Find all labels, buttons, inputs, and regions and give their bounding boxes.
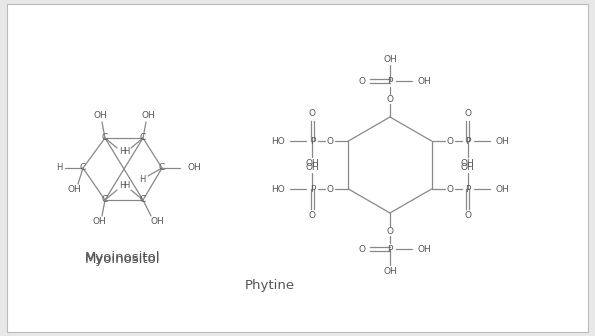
Text: C: C [140,133,146,142]
Text: O: O [446,184,453,194]
Text: H: H [139,175,145,184]
Text: OH: OH [418,245,432,253]
Text: OH: OH [92,217,106,226]
Text: OH: OH [418,77,432,85]
Text: OH: OH [496,184,509,194]
Text: P: P [310,184,315,194]
Text: OH: OH [461,163,474,171]
Text: HO: HO [271,136,284,145]
Text: P: P [465,136,470,145]
Text: O: O [446,136,453,145]
Text: OH: OH [383,266,397,276]
Text: OH: OH [67,185,81,195]
Text: O: O [464,110,471,119]
Text: OH: OH [306,159,320,168]
Text: O: O [309,110,316,119]
Text: C: C [140,196,146,205]
Text: O: O [359,245,365,253]
Text: OH: OH [188,164,202,172]
Text: H: H [119,148,125,157]
Text: O: O [327,184,334,194]
Text: C: C [102,196,108,205]
Text: P: P [465,184,470,194]
Text: O: O [327,136,334,145]
Text: OH: OH [93,112,107,121]
Text: O: O [309,211,316,220]
Text: OH: OH [306,163,320,171]
Text: OH: OH [141,112,155,121]
Text: Myoinositol: Myoinositol [85,252,161,264]
Text: P: P [310,136,315,145]
Text: H: H [123,181,129,191]
Text: OH: OH [461,159,474,168]
Text: OH: OH [496,136,509,145]
Text: H: H [123,148,129,157]
Text: OH: OH [383,54,397,64]
Text: OH: OH [150,217,164,226]
Text: P: P [387,245,393,253]
Text: C: C [102,133,108,142]
Text: H: H [119,181,125,191]
Text: O: O [387,94,393,103]
Text: HO: HO [271,184,284,194]
Text: P: P [387,77,393,85]
Text: Myoinositol: Myoinositol [85,253,161,266]
Text: O: O [387,226,393,236]
Text: O: O [464,211,471,220]
Text: O: O [359,77,365,85]
Text: C: C [159,164,165,172]
Text: C: C [80,164,86,172]
Text: H: H [56,164,62,172]
Text: Phytine: Phytine [245,279,295,292]
